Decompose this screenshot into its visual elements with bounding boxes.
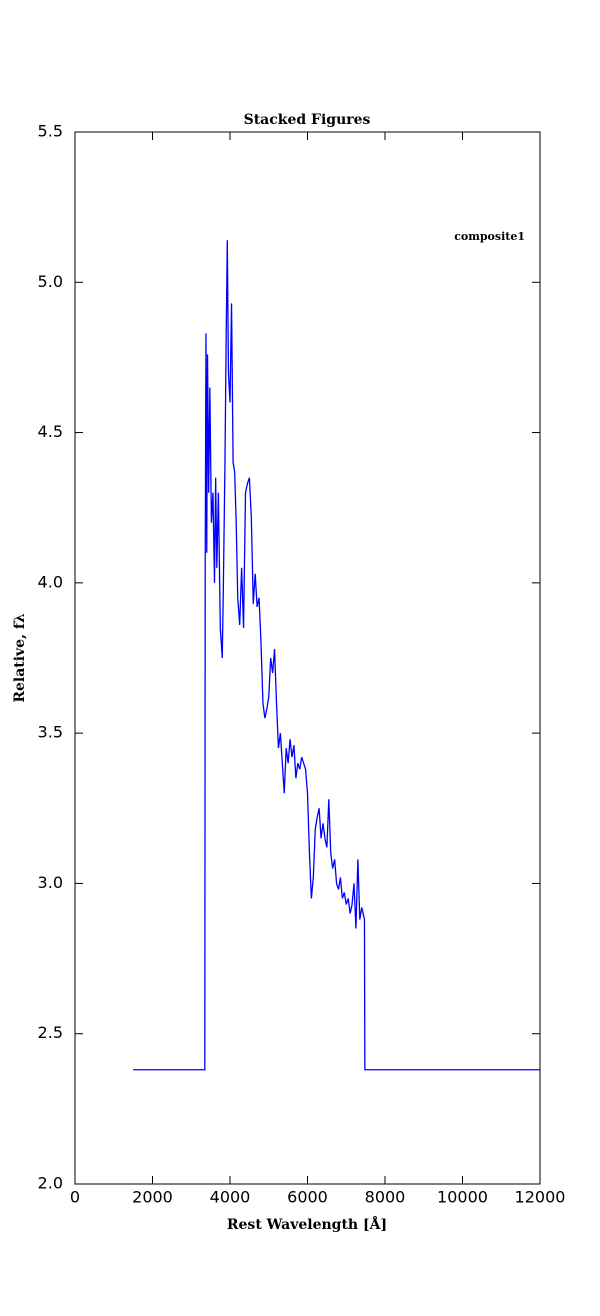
x-tick-label: 0 [70,1188,80,1207]
y-tick-label: 5.5 [38,122,63,141]
y-tick-label: 4.5 [38,422,63,441]
x-tick-label: 6000 [287,1188,328,1207]
y-tick-label: 3.0 [38,873,63,892]
x-tick-label: 12000 [515,1188,566,1207]
y-tick-label: 3.5 [38,723,63,742]
y-tick-label: 4.0 [38,572,63,591]
x-tick-label: 4000 [210,1188,251,1207]
x-tick-label: 2000 [132,1188,173,1207]
legend-label: composite1 [454,230,525,243]
data-line [133,240,540,1071]
plot-frame [74,131,541,1185]
y-axis-label: Relative, fλ [12,613,28,703]
x-axis-label: Rest Wavelength [Å] [227,1215,387,1233]
x-tick-label: 10000 [437,1188,488,1207]
y-tick-label: 2.0 [38,1174,63,1193]
chart-title: Stacked Figures [244,112,371,128]
y-tick-label: 2.5 [38,1023,63,1042]
x-tick-label: 8000 [365,1188,406,1207]
y-tick-label: 5.0 [38,272,63,291]
